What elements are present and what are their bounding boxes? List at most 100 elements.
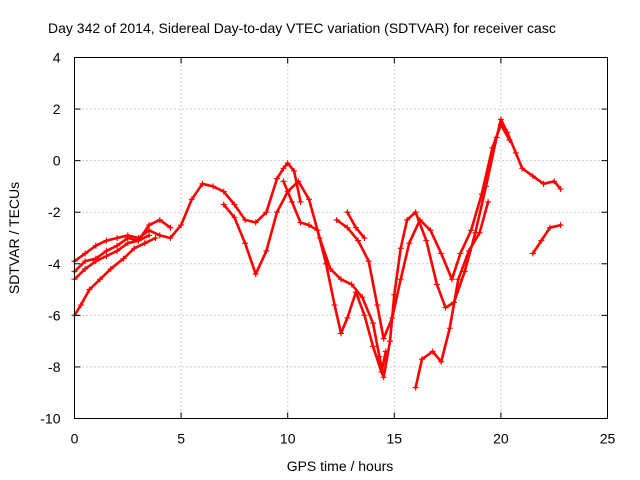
data-point [297,219,304,226]
data-point [506,137,513,144]
data-point [77,302,84,309]
series-pass-10 [529,222,564,257]
data-point [557,186,564,193]
data-point [274,175,281,182]
data-point [476,229,483,236]
data-point [557,222,564,229]
x-tick-label: 10 [280,431,296,447]
data-point [378,369,385,376]
data-point [124,240,131,247]
data-point [338,330,344,337]
data-point [135,237,142,244]
data-point [406,240,413,247]
series-line [73,218,172,273]
data-point [344,224,351,231]
x-axis-label: GPS time / hours [287,458,394,474]
data-point [280,165,287,172]
data-point [103,253,110,260]
x-tick-label: 20 [493,431,509,447]
data-point [167,224,174,231]
data-point [419,356,426,363]
series-pass-8 [412,198,492,391]
data-point [438,250,445,257]
data-point [323,260,330,267]
data-point [274,209,281,216]
series-line [73,236,157,317]
data-point [461,268,468,275]
data-point [369,320,376,327]
data-point [263,247,270,254]
y-tick-label: 0 [53,153,61,169]
data-point [297,198,304,205]
x-tick-label: 0 [71,431,79,447]
data-point [141,240,148,247]
data-point [389,314,396,321]
data-point [344,209,351,216]
data-point [231,214,238,221]
series-pass-6 [280,178,389,376]
data-point [178,222,185,229]
data-point [546,224,553,231]
data-point [231,201,238,208]
data-point [457,250,464,257]
data-point [468,227,475,234]
data-point [146,222,153,229]
data-point [220,188,227,195]
series-pass-9 [344,209,368,241]
data-point [82,265,89,272]
data-point [103,237,110,244]
data-point [114,242,121,249]
data-point [387,338,394,345]
series-line [531,223,562,255]
series-pass-4 [71,235,159,319]
data-point [446,325,453,332]
data-point [295,178,302,185]
data-point [352,224,359,231]
data-point [82,258,89,265]
data-point [188,196,195,203]
data-point [252,219,259,226]
data-point [374,302,381,309]
data-point [92,242,99,249]
data-point [280,178,287,185]
data-point [252,271,259,278]
data-point [412,209,419,216]
data-point [333,216,340,223]
data-point [167,235,174,241]
data-point [284,160,291,167]
data-point [263,209,270,216]
data-point [455,276,462,283]
data-point [538,237,545,244]
data-point [412,384,419,391]
data-point [429,348,436,355]
data-point [529,173,536,180]
data-point [156,216,163,223]
data-point [438,358,445,365]
data-point [156,232,163,239]
axis-ticks [74,57,608,419]
data-point [359,294,366,301]
data-point [478,191,485,198]
data-point [512,149,519,156]
data-point [314,227,321,234]
data-point [92,258,99,265]
data-point [131,245,138,252]
data-point [427,227,434,234]
data-point [344,314,351,321]
data-point [551,178,558,185]
y-axis-label: SDTVAR / TECUs [6,182,22,294]
data-point [433,281,440,288]
data-point [485,198,492,205]
y-tick-label: -4 [48,256,61,272]
data-point [306,196,313,203]
data-point [442,304,449,311]
data-point [199,180,206,187]
x-tick-labels: 0 5 10 15 20 25 [71,431,616,447]
data-point [291,167,298,174]
data-point [352,289,359,296]
data-point [423,237,430,244]
data-point [242,216,249,223]
data-point [114,247,121,254]
y-tick-label: -10 [40,411,60,427]
